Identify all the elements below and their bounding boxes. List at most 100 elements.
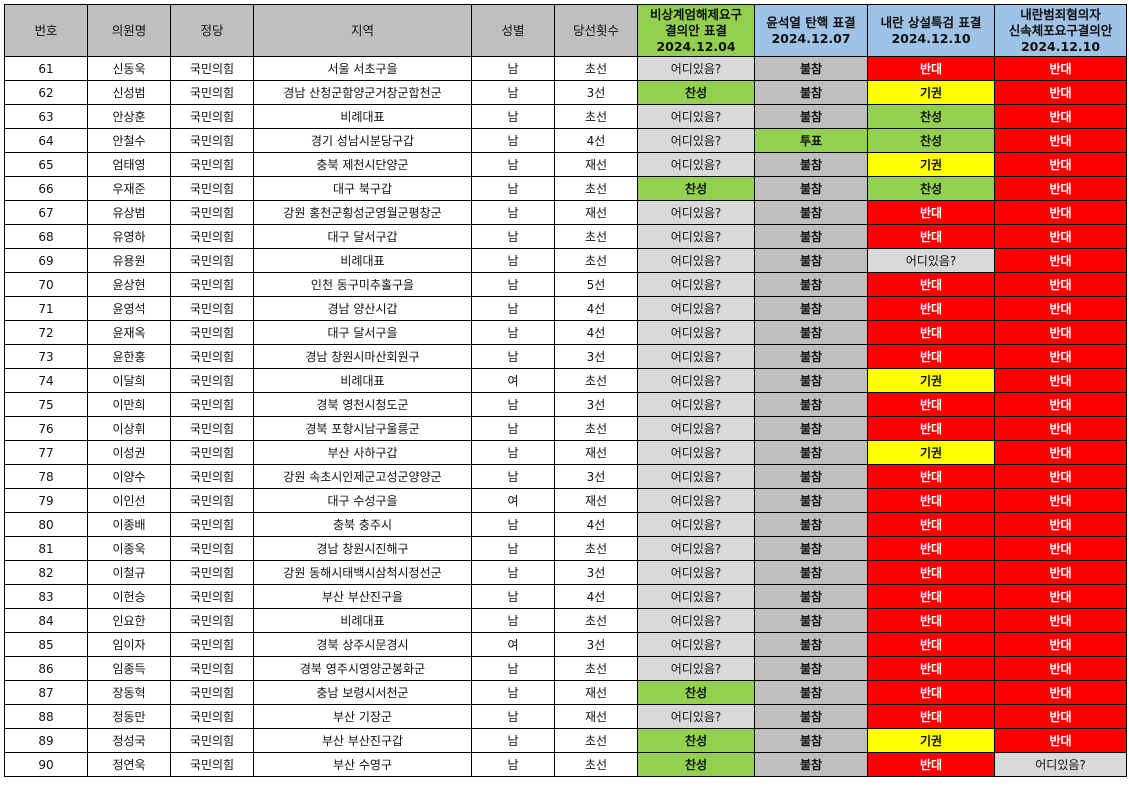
cell-region: 대구 달서구을 xyxy=(253,320,472,345)
cell-region: 경북 포항시남구울릉군 xyxy=(253,416,472,441)
cell-terms: 초선 xyxy=(554,224,638,249)
cell-no: 80 xyxy=(4,512,88,537)
cell-impeachment-vote: 불참 xyxy=(754,368,868,393)
cell-region: 부산 사하구갑 xyxy=(253,440,472,465)
table-row: 65 엄태영 국민의힘 충북 제천시단양군 남 재선 어디있음? 불참 기권 반대 xyxy=(4,152,1127,177)
cell-terms: 재선 xyxy=(554,200,638,225)
cell-no: 88 xyxy=(4,704,88,729)
cell-no: 73 xyxy=(4,344,88,369)
cell-gender: 여 xyxy=(471,368,555,393)
cell-no: 61 xyxy=(4,56,88,81)
cell-gender: 여 xyxy=(471,488,555,513)
cell-no: 63 xyxy=(4,104,88,129)
cell-impeachment-vote: 불참 xyxy=(754,728,868,753)
cell-no: 87 xyxy=(4,680,88,705)
cell-special-counsel-vote: 기권 xyxy=(867,728,995,753)
cell-special-counsel-vote: 기권 xyxy=(867,80,995,105)
cell-martial-law-vote: 어디있음? xyxy=(637,584,755,609)
table-row: 61 신동욱 국민의힘 서울 서초구을 남 초선 어디있음? 불참 반대 반대 xyxy=(4,56,1127,81)
cell-impeachment-vote: 불참 xyxy=(754,512,868,537)
cell-no: 71 xyxy=(4,296,88,321)
cell-region: 부산 수영구 xyxy=(253,752,472,777)
table-row: 89 정성국 국민의힘 부산 부산진구갑 남 초선 찬성 불참 기권 반대 xyxy=(4,728,1127,753)
cell-party: 국민의힘 xyxy=(170,656,254,681)
header-arrest-line-2: 신속체포요구결의안 xyxy=(1008,22,1113,38)
cell-region: 비례대표 xyxy=(253,104,472,129)
cell-party: 국민의힘 xyxy=(170,320,254,345)
cell-gender: 남 xyxy=(471,320,555,345)
cell-gender: 남 xyxy=(471,80,555,105)
cell-impeachment-vote: 불참 xyxy=(754,560,868,585)
cell-gender: 남 xyxy=(471,752,555,777)
cell-party: 국민의힘 xyxy=(170,512,254,537)
header-terms: 당선횟수 xyxy=(554,4,638,57)
cell-name: 인요한 xyxy=(87,608,171,633)
header-martial-law-line-2: 결의안 표결 xyxy=(665,22,727,38)
table-row: 69 유용원 국민의힘 비례대표 남 초선 어디있음? 불참 어디있음? 반대 xyxy=(4,248,1127,273)
cell-arrest-resolution-vote: 반대 xyxy=(994,320,1127,345)
cell-arrest-resolution-vote: 반대 xyxy=(994,248,1127,273)
cell-name: 이헌승 xyxy=(87,584,171,609)
cell-special-counsel-vote: 반대 xyxy=(867,56,995,81)
cell-no: 77 xyxy=(4,440,88,465)
cell-party: 국민의힘 xyxy=(170,224,254,249)
cell-special-counsel-vote: 반대 xyxy=(867,752,995,777)
cell-no: 83 xyxy=(4,584,88,609)
cell-gender: 남 xyxy=(471,536,555,561)
cell-martial-law-vote: 어디있음? xyxy=(637,512,755,537)
header-impeachment-line-1: 윤석열 탄핵 표결 xyxy=(766,14,856,30)
cell-martial-law-vote: 어디있음? xyxy=(637,704,755,729)
cell-gender: 남 xyxy=(471,176,555,201)
vote-record-table: 번호 의원명 정당 지역 성별 당선횟수 비상계엄해제요구 결의안 표결 202… xyxy=(4,4,1127,777)
cell-arrest-resolution-vote: 반대 xyxy=(994,608,1127,633)
cell-terms: 4선 xyxy=(554,512,638,537)
table-row: 80 이종배 국민의힘 충북 충주시 남 4선 어디있음? 불참 반대 반대 xyxy=(4,512,1127,537)
cell-name: 임종득 xyxy=(87,656,171,681)
table-row: 75 이만희 국민의힘 경북 영천시청도군 남 3선 어디있음? 불참 반대 반대 xyxy=(4,392,1127,417)
cell-impeachment-vote: 불참 xyxy=(754,224,868,249)
cell-name: 안상훈 xyxy=(87,104,171,129)
header-arrest-resolution-vote: 내란범죄혐의자 신속체포요구결의안 2024.12.10 xyxy=(994,4,1127,57)
cell-region: 충북 제천시단양군 xyxy=(253,152,472,177)
cell-party: 국민의힘 xyxy=(170,56,254,81)
cell-region: 충북 충주시 xyxy=(253,512,472,537)
cell-name: 임이자 xyxy=(87,632,171,657)
cell-gender: 남 xyxy=(471,152,555,177)
cell-name: 엄태영 xyxy=(87,152,171,177)
table-row: 88 정동만 국민의힘 부산 기장군 남 재선 어디있음? 불참 반대 반대 xyxy=(4,704,1127,729)
cell-martial-law-vote: 어디있음? xyxy=(637,128,755,153)
cell-special-counsel-vote: 반대 xyxy=(867,608,995,633)
cell-arrest-resolution-vote: 반대 xyxy=(994,416,1127,441)
cell-terms: 초선 xyxy=(554,608,638,633)
cell-terms: 3선 xyxy=(554,344,638,369)
cell-name: 정연욱 xyxy=(87,752,171,777)
cell-special-counsel-vote: 반대 xyxy=(867,512,995,537)
cell-special-counsel-vote: 반대 xyxy=(867,272,995,297)
cell-special-counsel-vote: 반대 xyxy=(867,392,995,417)
cell-arrest-resolution-vote: 반대 xyxy=(994,584,1127,609)
cell-terms: 초선 xyxy=(554,416,638,441)
cell-impeachment-vote: 불참 xyxy=(754,608,868,633)
cell-impeachment-vote: 불참 xyxy=(754,416,868,441)
cell-region: 부산 기장군 xyxy=(253,704,472,729)
cell-special-counsel-vote: 찬성 xyxy=(867,104,995,129)
cell-no: 75 xyxy=(4,392,88,417)
header-party: 정당 xyxy=(170,4,254,57)
cell-impeachment-vote: 불참 xyxy=(754,488,868,513)
table-row: 79 이인선 국민의힘 대구 수성구을 여 재선 어디있음? 불참 반대 반대 xyxy=(4,488,1127,513)
cell-region: 대구 북구갑 xyxy=(253,176,472,201)
header-martial-law-date: 2024.12.04 xyxy=(656,38,736,54)
cell-region: 경남 창원시진해구 xyxy=(253,536,472,561)
cell-party: 국민의힘 xyxy=(170,80,254,105)
cell-name: 이성권 xyxy=(87,440,171,465)
table-row: 84 인요한 국민의힘 비례대표 남 초선 어디있음? 불참 반대 반대 xyxy=(4,608,1127,633)
cell-gender: 남 xyxy=(471,128,555,153)
cell-terms: 초선 xyxy=(554,104,638,129)
cell-impeachment-vote: 불참 xyxy=(754,320,868,345)
cell-special-counsel-vote: 반대 xyxy=(867,680,995,705)
cell-name: 윤상현 xyxy=(87,272,171,297)
cell-no: 84 xyxy=(4,608,88,633)
cell-party: 국민의힘 xyxy=(170,680,254,705)
cell-party: 국민의힘 xyxy=(170,752,254,777)
header-special-counsel-line-1: 내란 상설특검 표결 xyxy=(880,14,982,30)
